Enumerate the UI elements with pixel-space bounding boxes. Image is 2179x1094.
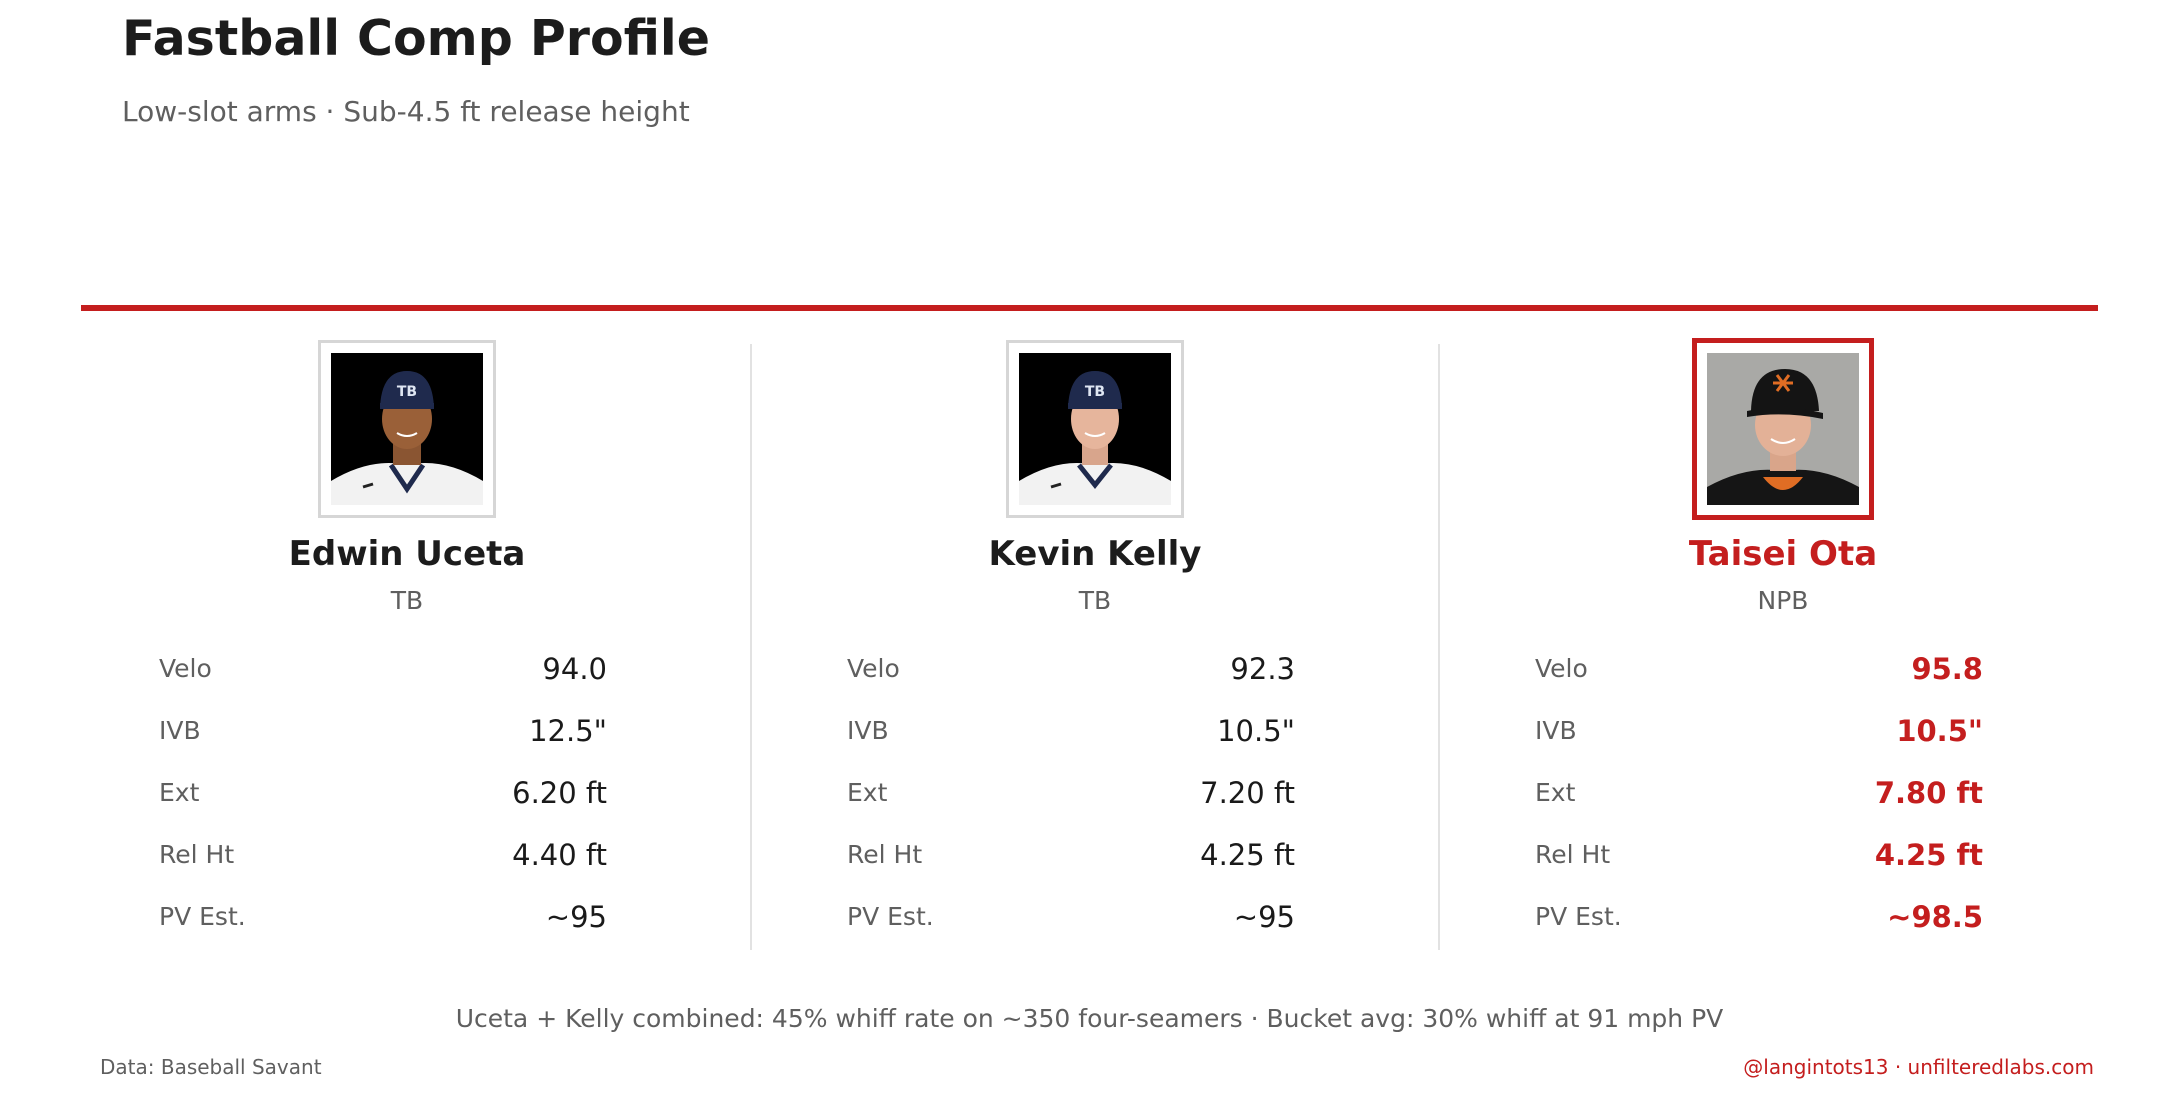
- stat-value: 4.40 ft: [512, 838, 607, 872]
- stat-value: ~95: [545, 900, 607, 934]
- player-team: NPB: [1757, 586, 1809, 615]
- credits: @langintots13 · unfilteredlabs.com: [1743, 1055, 2094, 1079]
- stat-row-ext: Ext 6.20 ft: [65, 773, 749, 813]
- player-name: Edwin Uceta: [288, 534, 526, 574]
- player-team: TB: [1078, 586, 1112, 615]
- stat-row-ext: Ext 7.80 ft: [1441, 773, 2125, 813]
- player-name: Kevin Kelly: [988, 534, 1202, 574]
- data-source: Data: Baseball Savant: [100, 1055, 322, 1079]
- stat-row-velo: Velo 92.3: [753, 649, 1437, 689]
- stat-label: Ext: [159, 778, 200, 807]
- stat-value: ~95: [1233, 900, 1295, 934]
- stat-label: PV Est.: [159, 902, 246, 931]
- stat-row-pv-est: PV Est. ~95: [65, 897, 749, 937]
- footnote: Uceta + Kelly combined: 45% whiff rate o…: [455, 1004, 1724, 1033]
- accent-divider: [81, 305, 2098, 311]
- stat-row-velo: Velo 95.8: [1441, 649, 2125, 689]
- stat-label: Rel Ht: [847, 840, 923, 869]
- player-photo-frame: TB: [318, 340, 496, 518]
- svg-text:TB: TB: [397, 384, 417, 400]
- stat-value: 4.25 ft: [1200, 838, 1295, 872]
- stat-label: IVB: [159, 716, 201, 745]
- player-card-ota: Taisei Ota NPB Velo 95.8 IVB 10.5" Ext 7…: [1441, 338, 2125, 958]
- stat-row-velo: Velo 94.0: [65, 649, 749, 689]
- stat-row-rel-ht: Rel Ht 4.40 ft: [65, 835, 749, 875]
- player-headshot-icon: TB: [1019, 353, 1171, 505]
- stat-row-ext: Ext 7.20 ft: [753, 773, 1437, 813]
- stat-value: 7.20 ft: [1200, 776, 1295, 810]
- stat-label: PV Est.: [847, 902, 934, 931]
- stat-value: 94.0: [542, 652, 607, 686]
- page-subtitle: Low-slot arms · Sub-4.5 ft release heigh…: [122, 95, 690, 128]
- stat-value: 95.8: [1911, 652, 1983, 686]
- player-headshot-icon: [1707, 353, 1859, 505]
- stat-value: ~98.5: [1887, 900, 1983, 934]
- stat-row-rel-ht: Rel Ht 4.25 ft: [753, 835, 1437, 875]
- stat-value: 10.5": [1217, 714, 1295, 748]
- page-title: Fastball Comp Profile: [122, 10, 710, 67]
- stat-value: 7.80 ft: [1874, 776, 1983, 810]
- stat-value: 4.25 ft: [1874, 838, 1983, 872]
- stat-value: 92.3: [1230, 652, 1295, 686]
- stat-row-rel-ht: Rel Ht 4.25 ft: [1441, 835, 2125, 875]
- stat-row-ivb: IVB 10.5": [753, 711, 1437, 751]
- stat-label: Ext: [1535, 778, 1576, 807]
- player-card-uceta: TB Edwin Uceta TB Velo 94.0 IVB 12.5" Ex…: [65, 338, 749, 958]
- stat-value: 10.5": [1896, 714, 1983, 748]
- player-name: Taisei Ota: [1688, 534, 1878, 574]
- stat-row-ivb: IVB 10.5": [1441, 711, 2125, 751]
- stat-label: PV Est.: [1535, 902, 1622, 931]
- column-divider: [750, 344, 752, 950]
- stat-value: 12.5": [529, 714, 607, 748]
- stat-row-ivb: IVB 12.5": [65, 711, 749, 751]
- stat-label: Rel Ht: [1535, 840, 1611, 869]
- stat-label: Velo: [1535, 654, 1588, 683]
- player-headshot-icon: TB: [331, 353, 483, 505]
- svg-text:TB: TB: [1085, 384, 1105, 400]
- player-photo-frame: [1692, 338, 1874, 520]
- player-photo-frame: TB: [1006, 340, 1184, 518]
- stat-label: Ext: [847, 778, 888, 807]
- stat-label: Velo: [847, 654, 900, 683]
- player-team: TB: [390, 586, 424, 615]
- stat-label: IVB: [1535, 716, 1577, 745]
- player-card-kelly: TB Kevin Kelly TB Velo 92.3 IVB 10.5" Ex…: [753, 338, 1437, 958]
- stat-row-pv-est: PV Est. ~98.5: [1441, 897, 2125, 937]
- stat-label: Rel Ht: [159, 840, 235, 869]
- stat-label: IVB: [847, 716, 889, 745]
- stat-value: 6.20 ft: [512, 776, 607, 810]
- stat-label: Velo: [159, 654, 212, 683]
- stat-row-pv-est: PV Est. ~95: [753, 897, 1437, 937]
- column-divider: [1438, 344, 1440, 950]
